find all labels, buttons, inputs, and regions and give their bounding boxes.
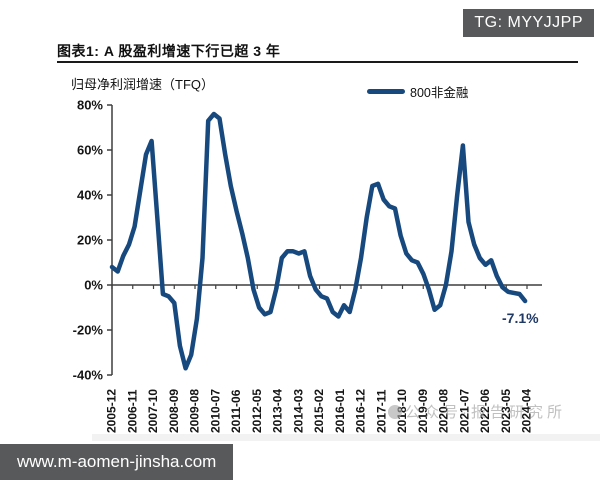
x-axis-label: 2010-07 xyxy=(208,389,222,433)
y-axis-label: 0% xyxy=(84,278,103,293)
x-axis-label: 2008-09 xyxy=(167,389,181,433)
watermark-logo-icon xyxy=(388,404,402,419)
figure-title: 图表1: A 股盈利增速下行已超 3 年 xyxy=(57,43,281,59)
legend-label: 800非金融 xyxy=(410,86,469,100)
x-axis-label: 2015-02 xyxy=(312,389,326,433)
legend-line-swatch xyxy=(367,89,405,94)
url-badge: www.m-aomen-jinsha.com xyxy=(0,444,234,480)
x-axis-label: 2011-06 xyxy=(229,389,243,433)
x-axis-label: 2019-09 xyxy=(416,389,430,433)
x-axis-label: 2012-05 xyxy=(250,389,264,433)
x-axis-label: 2017-11 xyxy=(374,389,388,433)
x-axis-label: 2018-10 xyxy=(395,389,409,433)
y-axis-label: -40% xyxy=(73,368,104,383)
y-axis-label: 60% xyxy=(77,143,103,158)
x-axis-label: 2009-08 xyxy=(188,389,202,433)
x-axis-label: 2023-05 xyxy=(499,389,513,433)
y-axis-label: -20% xyxy=(73,323,104,338)
x-axis-label: 2022-06 xyxy=(478,389,492,433)
y-axis-label: 40% xyxy=(77,188,103,203)
title-underline xyxy=(57,61,578,63)
x-axis-label: 2016-12 xyxy=(354,389,368,433)
x-axis-label: 2013-04 xyxy=(271,389,285,433)
x-axis-label: 2020-08 xyxy=(437,389,451,433)
faded-strip xyxy=(92,434,600,441)
x-axis-label: 2016-01 xyxy=(333,389,347,433)
y-axis-label: 20% xyxy=(77,233,103,248)
series-line-800-nonfinancial xyxy=(109,111,528,371)
chart-subtitle: 归母净利润增速（TFQ） xyxy=(71,77,214,92)
x-axis-label: 2021-07 xyxy=(457,389,471,433)
y-axis-label: 80% xyxy=(77,98,103,113)
last-value-label: -7.1% xyxy=(502,310,539,326)
x-axis-label: 2014-03 xyxy=(291,389,305,433)
telegram-badge: TG: MYYJJPP xyxy=(463,9,594,37)
x-axis-label: 2024-04 xyxy=(520,389,534,433)
watermark-text: 公众号·报告研究所 xyxy=(405,404,566,421)
x-axis-label: 2005-12 xyxy=(105,389,119,433)
x-axis-label: 2007-10 xyxy=(146,389,160,433)
x-axis-label: 2006-11 xyxy=(125,389,139,433)
legend: 800非金融 xyxy=(367,82,468,101)
watermark: 公众号·报告研究所 xyxy=(388,401,566,422)
